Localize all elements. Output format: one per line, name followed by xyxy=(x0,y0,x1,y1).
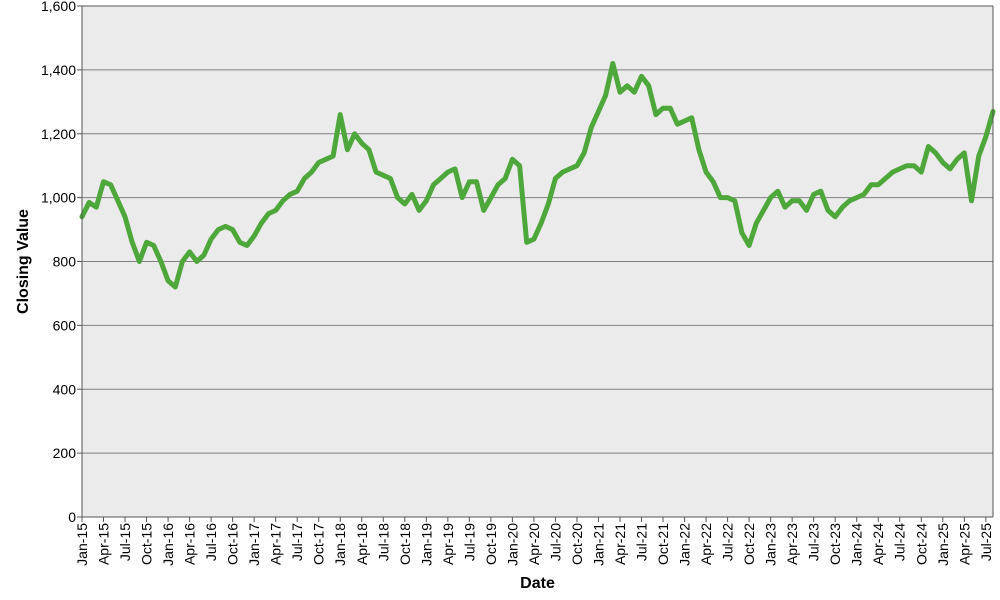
x-tick-label: Jul-23 xyxy=(806,523,822,561)
x-tick-label: Jan-15 xyxy=(74,523,90,566)
x-tick-label: Jul-16 xyxy=(203,523,219,561)
y-tick-label: 600 xyxy=(53,317,77,333)
x-tick-label: Jan-22 xyxy=(677,523,693,566)
x-tick-label: Jan-20 xyxy=(504,523,520,566)
x-tick-label: Jul-17 xyxy=(289,523,305,561)
x-tick-label: Apr-25 xyxy=(956,523,972,565)
x-tick-label: Jul-25 xyxy=(978,523,994,561)
x-tick-label: Apr-19 xyxy=(440,523,456,565)
y-tick-label: 400 xyxy=(53,381,77,397)
x-tick-label: Oct-22 xyxy=(741,523,757,565)
x-tick-label: Jan-23 xyxy=(763,523,779,566)
x-tick-label: Jul-15 xyxy=(117,523,133,561)
series-line xyxy=(79,61,996,290)
x-tick-label: Jan-17 xyxy=(246,523,262,566)
x-tick-label: Oct-17 xyxy=(311,523,327,565)
x-tick-label: Jul-20 xyxy=(547,523,563,561)
series-group xyxy=(79,61,996,290)
x-tick-label: Oct-18 xyxy=(397,523,413,565)
x-tick-label: Jan-21 xyxy=(590,523,606,566)
x-axis-ticks: Jan-15 Apr-15 Jul-15 Oct-15 Jan-16 Apr-16 Jul-… xyxy=(74,517,994,566)
x-tick-label: Oct-23 xyxy=(827,523,843,565)
x-tick-label: Apr-24 xyxy=(870,523,886,565)
x-tick-label: Jan-18 xyxy=(332,523,348,566)
x-axis-title: Date xyxy=(520,575,555,592)
x-tick-label: Jul-21 xyxy=(634,523,650,561)
y-tick-label: 1,600 xyxy=(41,0,76,14)
x-tick-label: Jan-25 xyxy=(935,523,951,566)
x-tick-label: Apr-18 xyxy=(354,523,370,565)
x-tick-label: Oct-16 xyxy=(225,523,241,565)
y-tick-label: 1,200 xyxy=(41,126,76,142)
y-axis-title: Closing Value xyxy=(15,209,32,314)
x-tick-label: Apr-23 xyxy=(784,523,800,565)
y-tick-label: 0 xyxy=(68,509,76,525)
y-axis-ticks: 0 200 400 600 800 1,000 1,200 1,400 1,600 xyxy=(41,0,82,525)
y-tick-label: 200 xyxy=(53,445,77,461)
x-tick-label: Jan-16 xyxy=(160,523,176,566)
x-tick-label: Oct-19 xyxy=(483,523,499,565)
x-tick-label: Jul-19 xyxy=(461,523,477,561)
x-tick-label: Apr-22 xyxy=(698,523,714,565)
x-tick-label: Jan-19 xyxy=(418,523,434,566)
x-tick-label: Oct-24 xyxy=(913,523,929,565)
x-tick-label: Oct-21 xyxy=(655,523,671,565)
x-tick-label: Apr-20 xyxy=(526,523,542,565)
y-tick-label: 1,000 xyxy=(41,190,76,206)
x-tick-label: Jul-22 xyxy=(720,523,736,561)
x-tick-label: Apr-17 xyxy=(268,523,284,565)
x-tick-label: Oct-20 xyxy=(569,523,585,565)
x-tick-label: Apr-16 xyxy=(182,523,198,565)
x-tick-label: Jan-24 xyxy=(849,523,865,566)
y-tick-label: 800 xyxy=(53,254,77,270)
y-tick-label: 1,400 xyxy=(41,62,76,78)
x-tick-label: Oct-15 xyxy=(139,523,155,565)
x-tick-label: Apr-15 xyxy=(96,523,112,565)
axes xyxy=(81,5,994,518)
x-tick-label: Jul-18 xyxy=(375,523,391,561)
x-tick-label: Apr-21 xyxy=(612,523,628,565)
x-tick-label: Jul-24 xyxy=(892,523,908,561)
